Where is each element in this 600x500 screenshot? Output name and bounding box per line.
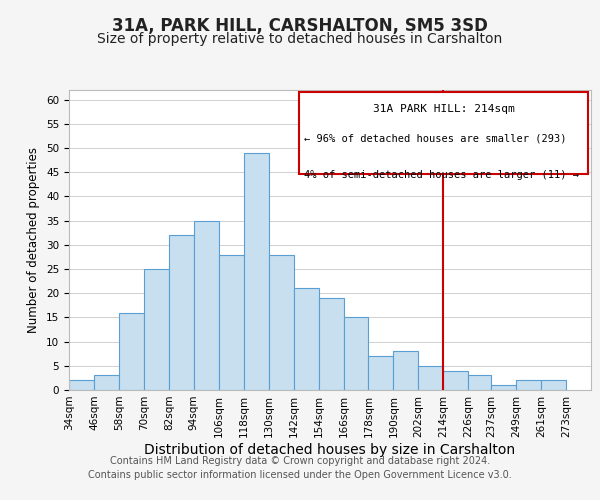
Bar: [169, 235, 194, 390]
Text: Contains public sector information licensed under the Open Government Licence v3: Contains public sector information licen…: [88, 470, 512, 480]
Bar: [443, 370, 468, 390]
X-axis label: Distribution of detached houses by size in Carshalton: Distribution of detached houses by size …: [145, 442, 515, 456]
Bar: [516, 380, 541, 390]
Bar: [394, 352, 418, 390]
Bar: [293, 288, 319, 390]
Text: Contains HM Land Registry data © Crown copyright and database right 2024.: Contains HM Land Registry data © Crown c…: [110, 456, 490, 466]
Bar: [368, 356, 394, 390]
Text: 31A, PARK HILL, CARSHALTON, SM5 3SD: 31A, PARK HILL, CARSHALTON, SM5 3SD: [112, 18, 488, 36]
Bar: [541, 380, 566, 390]
Bar: [319, 298, 344, 390]
Bar: [219, 254, 244, 390]
Bar: [94, 376, 119, 390]
Bar: [244, 153, 269, 390]
Bar: [69, 380, 94, 390]
Bar: [119, 312, 144, 390]
Y-axis label: Number of detached properties: Number of detached properties: [28, 147, 40, 333]
Bar: [418, 366, 443, 390]
Bar: [344, 318, 368, 390]
Bar: [468, 376, 491, 390]
Bar: [144, 269, 169, 390]
FancyBboxPatch shape: [299, 92, 589, 174]
Text: ← 96% of detached houses are smaller (293): ← 96% of detached houses are smaller (29…: [304, 134, 566, 143]
Bar: [491, 385, 516, 390]
Text: 4% of semi-detached houses are larger (11) →: 4% of semi-detached houses are larger (1…: [304, 170, 579, 179]
Bar: [194, 220, 219, 390]
Bar: [269, 254, 293, 390]
Text: Size of property relative to detached houses in Carshalton: Size of property relative to detached ho…: [97, 32, 503, 46]
Text: 31A PARK HILL: 214sqm: 31A PARK HILL: 214sqm: [373, 104, 514, 114]
